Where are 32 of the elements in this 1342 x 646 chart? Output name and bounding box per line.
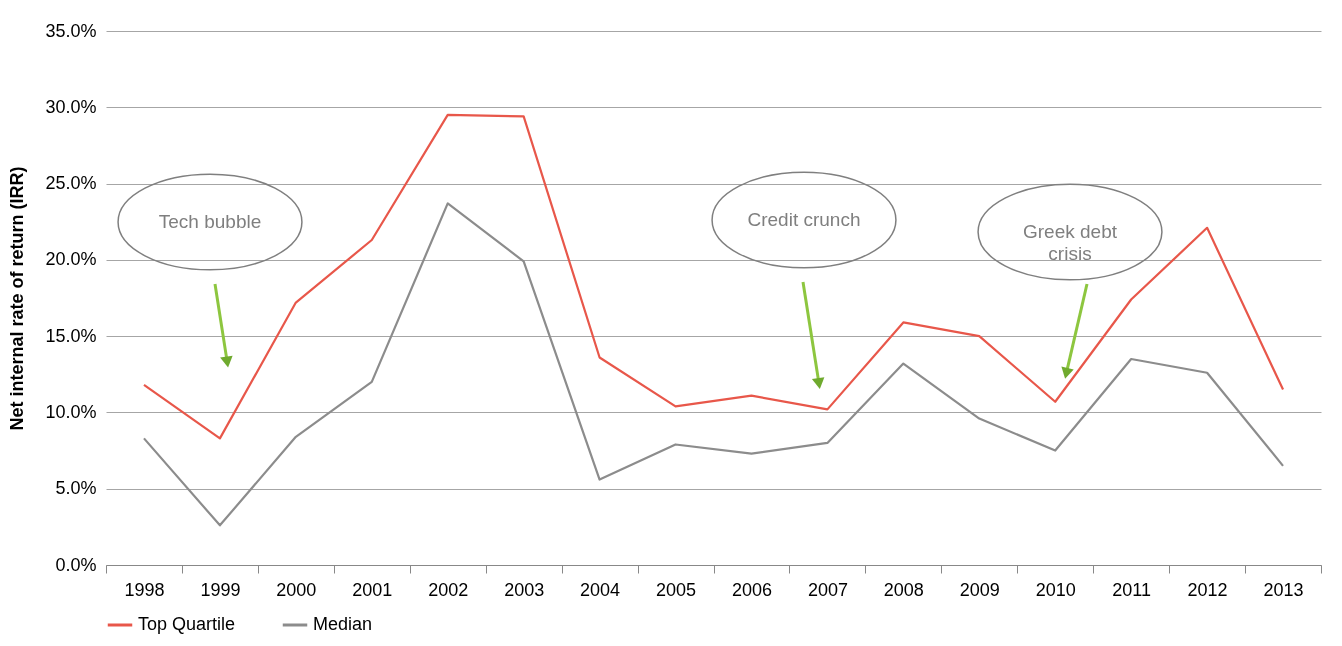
y-tick-label: 0.0% (55, 554, 97, 575)
x-tick-label: 2003 (504, 579, 545, 600)
y-tick-label: 15.0% (45, 325, 97, 346)
x-tick-label: 1999 (200, 579, 241, 600)
y-tick-label: 5.0% (55, 478, 97, 499)
line-series (142, 202, 1285, 527)
x-tick-label: 2005 (656, 579, 697, 600)
annotation: Credit crunch (747, 209, 861, 230)
y-tick-label: 35.0% (45, 20, 97, 41)
y-tick-label: 30.0% (45, 96, 97, 117)
y-tick-label: 25.0% (45, 173, 97, 194)
x-tick-label: 2004 (580, 579, 621, 600)
x-tick-label: 2007 (807, 579, 848, 600)
x-tick-label: 2002 (428, 579, 469, 600)
x-tick-label: 2010 (1035, 579, 1076, 600)
x-tick-label: 1998 (124, 579, 165, 600)
x-tick-label: 2006 (731, 579, 772, 600)
x-tick-label: 2012 (1187, 579, 1228, 600)
y-axis-title: Net internal rate of return (IRR) (7, 166, 28, 431)
x-tick-label: 2001 (352, 579, 393, 600)
legend-label: Median (313, 614, 373, 634)
x-tick-label: 2013 (1263, 579, 1304, 600)
annotation: Greek debt crisis (1023, 221, 1118, 264)
y-tick-label: 10.0% (45, 401, 97, 422)
x-tick-label: 2008 (883, 579, 924, 600)
x-tick-label: 2000 (276, 579, 317, 600)
x-tick-label: 2011 (1112, 579, 1152, 600)
y-tick-label: 20.0% (45, 249, 97, 270)
line-series (142, 113, 1285, 440)
x-tick-label: 2009 (959, 579, 1000, 600)
annotation: Tech bubble (158, 211, 262, 232)
legend-label: Top Quartile (138, 614, 236, 634)
